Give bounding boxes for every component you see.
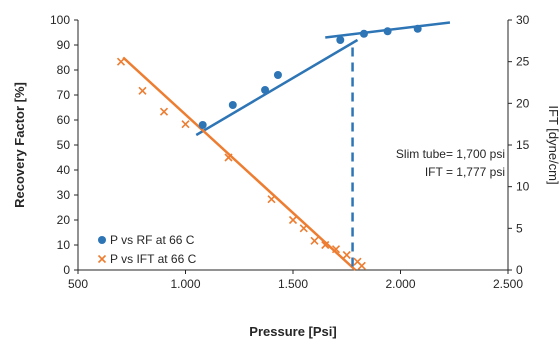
x-tick-label: 2.000 [385,277,415,291]
ift-data-point [116,57,126,66]
legend-marker-rf [98,236,106,244]
y2-axis-title: IFT [dyne/cm] [546,105,560,184]
legend-label-ift: P vs IFT at 66 C [110,252,197,266]
ift-data-point [181,120,190,129]
ift-data-point [138,86,147,95]
rf-data-point [273,71,282,79]
x-tick-label: 500 [68,277,88,291]
y-tick-label: 20 [57,213,71,227]
y-tick-label: 10 [57,238,71,252]
axes-group: 0 10 20 30 40 50 60 70 80 90 100 0 5 10 15 20 25 30 500 1.0… [50,13,530,291]
ift-data-point [342,250,351,260]
y-axis-title: Recovery Factor [%] [12,82,27,208]
legend-label-rf: P vs RF at 66 C [110,233,195,247]
ift-data-point [288,215,298,225]
y-tick-label: 0 [63,263,70,277]
y-tick-label: 70 [57,88,71,102]
x-tick-label: 2.500 [493,277,523,291]
x-axis-title: Pressure [Psi] [249,324,336,339]
legend-marker-ift [97,254,107,264]
rf-data-point [336,36,345,44]
y2-tick-label: 10 [516,180,530,194]
ift-data-point [299,224,308,233]
y2-tick-label: 15 [516,138,530,152]
annotation-slim-tube: Slim tube= 1,700 psi [396,147,505,161]
trendline-rf [195,38,359,137]
y-tick-label: 90 [57,38,71,52]
legend: P vs RF at 66 C P vs IFT at 66 C [97,233,197,266]
y2-tick-label: 5 [516,221,523,235]
ift-data-point [331,245,341,254]
rf-data-point [228,101,237,109]
y-tick-label: 60 [57,113,71,127]
annotation-ift: IFT = 1,777 psi [425,165,505,179]
ift-data-point [224,153,233,162]
ift-data-point [310,236,319,245]
y2-tick-label: 20 [516,96,530,110]
y2-tick-label: 0 [516,263,523,277]
y2-tick-label: 30 [516,13,530,27]
rf-data-point [359,29,368,38]
ift-data-point [357,261,366,270]
ift-data-point [159,107,169,116]
marks-group [116,21,451,271]
x-tick-label: 1.000 [170,277,200,291]
ift-data-point [267,195,276,204]
ift-data-point [321,240,330,250]
rf-data-point [383,27,392,36]
y-tick-label: 40 [57,163,71,177]
y-tick-label: 80 [57,63,71,77]
y-tick-label: 100 [50,13,70,27]
rf-data-point [198,121,207,129]
rf-data-point [413,24,422,33]
trendline-ift [122,56,357,271]
x-tick-label: 1.500 [278,277,308,291]
y2-tick-label: 25 [516,55,530,69]
rf-data-point [261,86,270,94]
y-tick-label: 30 [57,188,71,202]
y-tick-label: 50 [57,138,71,152]
